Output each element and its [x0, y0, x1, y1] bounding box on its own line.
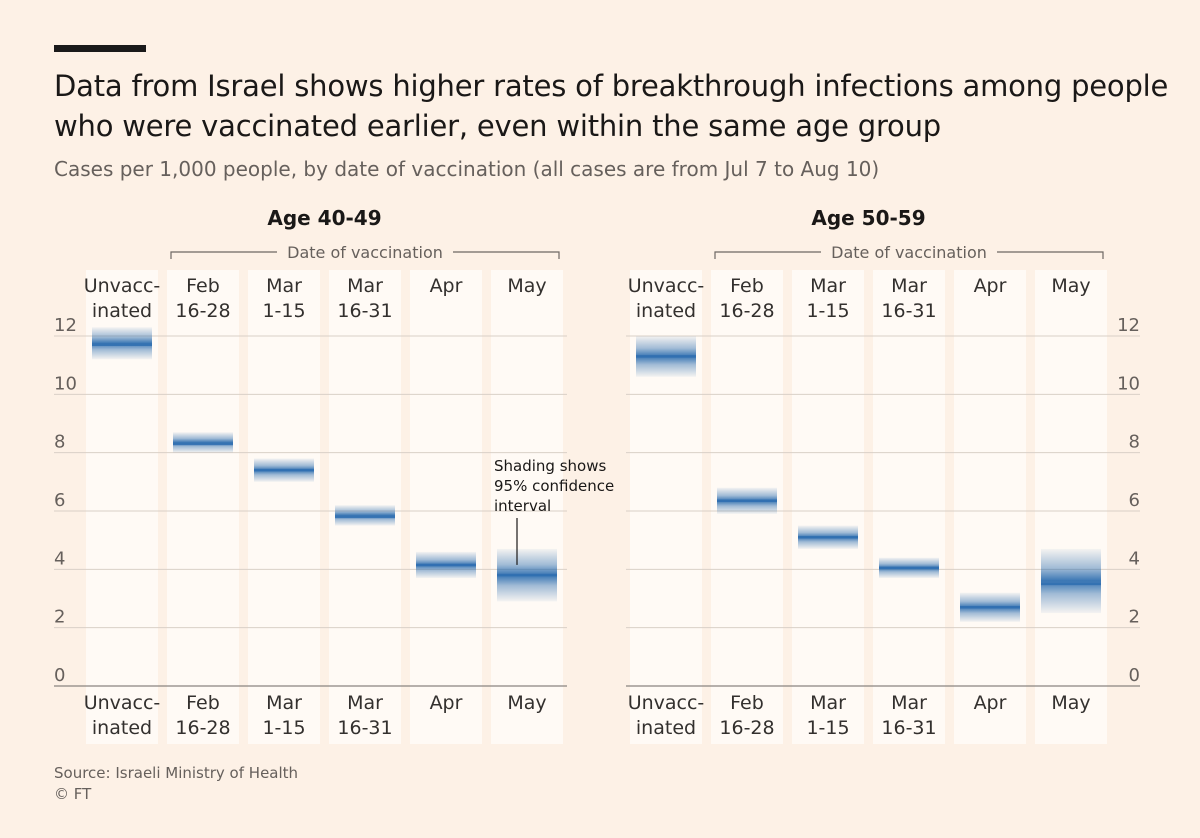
category-label-top: Mar	[347, 275, 383, 297]
category-label-bottom: 16-28	[719, 717, 774, 739]
bracket-line	[170, 251, 277, 259]
bracket-line	[997, 251, 1104, 259]
y-tick-label: 8	[1129, 432, 1140, 453]
category-label-bottom: Mar	[810, 692, 846, 714]
category-label-bottom: Mar	[891, 692, 927, 714]
category-label-top: May	[1051, 275, 1090, 297]
bracket-line	[453, 251, 560, 259]
y-tick-label: 6	[1129, 490, 1140, 511]
annotation-text: 95% confidence	[494, 477, 614, 495]
category-label-bottom: Mar	[266, 692, 302, 714]
category-label-top: Unvacc-	[628, 275, 705, 297]
group-label: Date of vaccination	[831, 243, 987, 262]
category-column	[410, 270, 482, 744]
category-label-top: inated	[636, 300, 696, 322]
category-label-bottom: 16-31	[337, 717, 392, 739]
category-label-bottom: Apr	[430, 692, 463, 714]
y-tick-label: 0	[1129, 665, 1140, 686]
category-label-bottom: 1-15	[806, 717, 849, 739]
bracket-line	[714, 251, 821, 259]
category-label-top: Feb	[186, 275, 220, 297]
y-tick-label: 6	[54, 490, 65, 511]
category-column	[491, 270, 563, 744]
confidence-band	[173, 432, 233, 453]
category-label-bottom: Apr	[974, 692, 1007, 714]
category-label-top: Mar	[810, 275, 846, 297]
category-label-bottom: inated	[636, 717, 696, 739]
group-label: Date of vaccination	[287, 243, 443, 262]
category-label-bottom: Unvacc-	[84, 692, 161, 714]
category-label-bottom: inated	[92, 717, 152, 739]
chart-title: Data from Israel shows higher rates of b…	[54, 69, 1169, 143]
category-label-bottom: Unvacc-	[628, 692, 705, 714]
category-column	[1035, 270, 1107, 744]
category-column	[167, 270, 239, 744]
chart-panel-2: 0 2 4 6 8 10 12 Age 50-59 Date of vaccination Unv…	[626, 206, 1140, 744]
category-label-top: inated	[92, 300, 152, 322]
annotation-text: interval	[494, 497, 551, 515]
category-column	[954, 270, 1026, 744]
y-tick-label: 10	[1117, 373, 1140, 394]
category-label-top: Feb	[730, 275, 764, 297]
category-label-bottom: May	[1051, 692, 1090, 714]
y-tick-label: 4	[1129, 548, 1140, 569]
confidence-band	[335, 505, 395, 526]
y-tick-label: 10	[54, 373, 77, 394]
y-tick-label: 12	[54, 315, 77, 336]
category-label-top: Mar	[266, 275, 302, 297]
category-label-bottom: Feb	[730, 692, 764, 714]
y-tick-label: 12	[1117, 315, 1140, 336]
category-column	[248, 270, 320, 744]
confidence-band	[1041, 548, 1101, 614]
annotation-text: Shading shows	[494, 457, 606, 475]
category-label-top: 16-28	[175, 300, 230, 322]
copyright-note: © FT	[54, 785, 92, 803]
category-label-bottom: 16-28	[175, 717, 230, 739]
header-rule	[54, 45, 146, 52]
category-label-top: 16-31	[337, 300, 392, 322]
panel-title: Age 50-59	[811, 206, 925, 230]
y-tick-label: 8	[54, 432, 65, 453]
chart-panel-1: 0 2 4 6 8 10 12 Age 40-49 Date of vaccination Unv…	[54, 206, 614, 744]
category-label-top: 1-15	[262, 300, 305, 322]
category-column	[873, 270, 945, 744]
y-tick-label: 2	[54, 607, 65, 628]
category-label-top: May	[507, 275, 546, 297]
chart-subtitle: Cases per 1,000 people, by date of vacci…	[54, 157, 880, 181]
category-label-top: Unvacc-	[84, 275, 161, 297]
y-tick-label: 2	[1129, 607, 1140, 628]
confidence-band	[92, 327, 152, 360]
category-column	[792, 270, 864, 744]
category-label-top: 1-15	[806, 300, 849, 322]
category-label-top: 16-28	[719, 300, 774, 322]
category-label-top: Apr	[430, 275, 463, 297]
category-label-bottom: Mar	[347, 692, 383, 714]
category-label-top: 16-31	[881, 300, 936, 322]
category-label-bottom: Feb	[186, 692, 220, 714]
source-note: Source: Israeli Ministry of Health	[54, 764, 299, 782]
category-label-bottom: 1-15	[262, 717, 305, 739]
category-label-bottom: May	[507, 692, 546, 714]
category-label-top: Apr	[974, 275, 1007, 297]
y-tick-label: 4	[54, 548, 65, 569]
category-label-top: Mar	[891, 275, 927, 297]
panel-title: Age 40-49	[267, 206, 381, 230]
category-label-bottom: 16-31	[881, 717, 936, 739]
y-tick-label: 0	[54, 665, 65, 686]
